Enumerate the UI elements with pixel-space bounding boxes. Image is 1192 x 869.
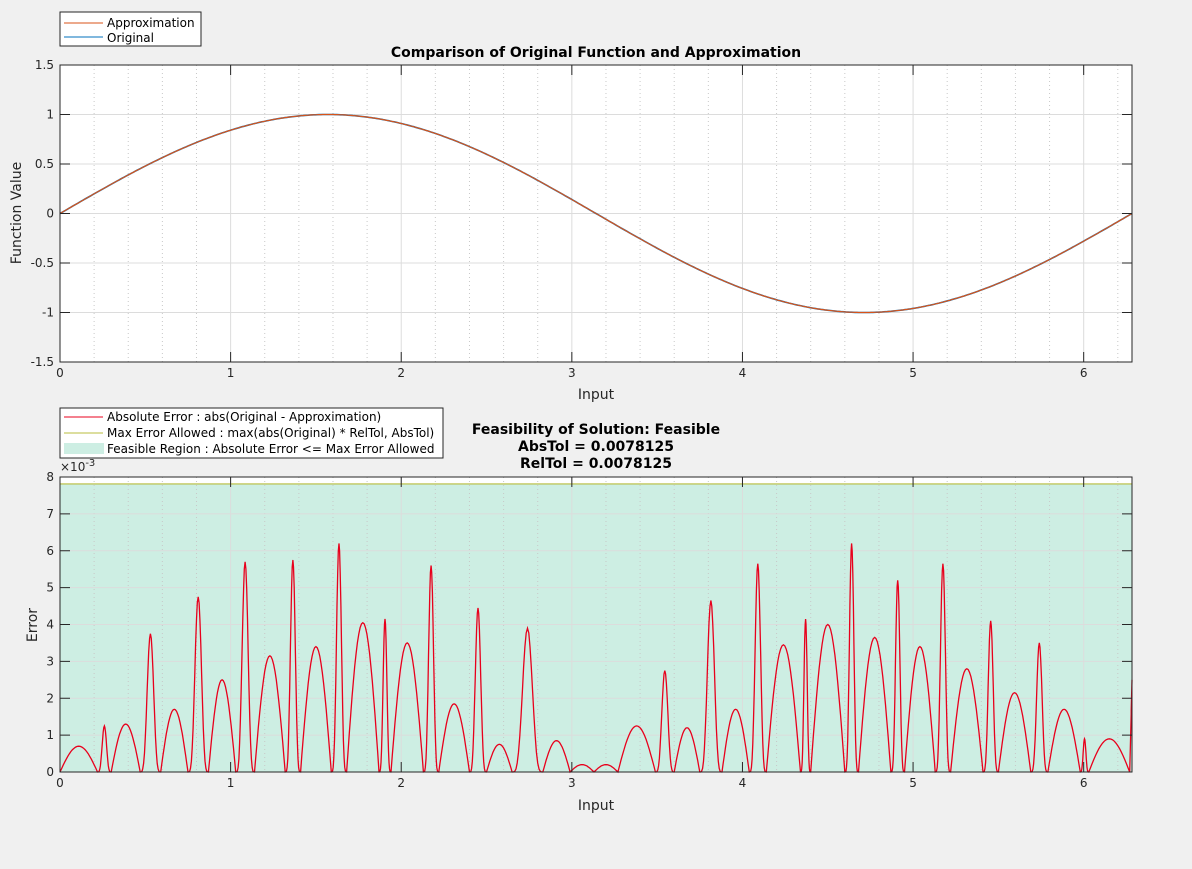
bottom-legend-box	[59, 407, 444, 459]
y-tick-label: 4	[46, 618, 54, 632]
top-x-axis-label: Input	[578, 387, 615, 403]
x-tick-label: 5	[909, 366, 917, 380]
bottom-chart-title-line-2: AbsTol = 0.0078125	[518, 439, 674, 455]
legend-label-max-error: Max Error Allowed : max(abs(Original) * …	[107, 426, 434, 440]
y-tick-label: -0.5	[31, 256, 54, 270]
x-tick-label: 4	[739, 366, 747, 380]
bottom-chart-title-line-1: Feasibility of Solution: Feasible	[472, 422, 720, 438]
y-tick-label: 0.5	[35, 157, 54, 171]
legend-label-absolute-error: Absolute Error : abs(Original - Approxim…	[107, 410, 381, 424]
y-tick-label: -1.5	[31, 355, 54, 369]
y-tick-label: 0	[46, 765, 54, 779]
y-tick-label: 3	[46, 654, 54, 668]
series-line-approximation	[59, 113, 1133, 314]
x-tick-label: 3	[568, 366, 576, 380]
y-tick-label: 5	[46, 581, 54, 595]
y-tick-label: -1	[42, 306, 54, 320]
y-tick-label: 8	[46, 470, 54, 484]
bottom-axes: 0 1 2 3 4 5 6 0 1 2 3 4 5 6 7 8 ×10-3 Feasibility of So…	[25, 407, 1133, 814]
absolute-error-line	[59, 543, 1133, 774]
legend-swatch-feasible-region	[64, 443, 104, 454]
y-exponent-label: ×10-3	[60, 458, 95, 474]
y-tick-label: 1	[46, 108, 54, 122]
bottom-y-axis-label: Error	[25, 608, 41, 642]
x-tick-label: 6	[1080, 776, 1088, 790]
y-tick-label: 1.5	[35, 58, 54, 72]
x-tick-label: 2	[397, 366, 405, 380]
x-tick-label: 6	[1080, 366, 1088, 380]
legend-label-feasible-region: Feasible Region : Absolute Error <= Max …	[107, 442, 434, 456]
top-axes: 0 1 2 3 4 5 6 -1.5 -1 -0.5 0 0.5 1 1.5 Comparison of …	[9, 11, 1133, 403]
x-tick-label: 1	[227, 366, 235, 380]
x-tick-label: 0	[56, 776, 64, 790]
y-tick-label: 6	[46, 544, 54, 558]
legend-label-approximation: Approximation	[107, 16, 195, 30]
y-tick-label: 7	[46, 507, 54, 521]
exponent-power: -3	[85, 458, 95, 469]
feasible-region	[60, 483, 1132, 772]
bottom-legend[interactable]: Absolute Error : abs(Original - Approxim…	[59, 407, 444, 459]
y-tick-label: 0	[46, 207, 54, 221]
top-chart-title: Comparison of Original Function and Appr…	[391, 45, 801, 61]
top-legend-box	[59, 11, 202, 47]
x-tick-label: 5	[909, 776, 917, 790]
x-tick-label: 1	[227, 776, 235, 790]
exponent-base: ×10	[60, 460, 85, 474]
y-tick-label: 2	[46, 691, 54, 705]
x-tick-label: 0	[56, 366, 64, 380]
x-tick-label: 2	[397, 776, 405, 790]
y-tick-label: 1	[46, 728, 54, 742]
top-y-axis-label: Function Value	[9, 162, 25, 264]
x-tick-label: 4	[739, 776, 747, 790]
top-legend[interactable]: Approximation Original	[59, 11, 202, 47]
bottom-chart-title-line-3: RelTol = 0.0078125	[520, 456, 672, 472]
x-tick-label: 3	[568, 776, 576, 790]
legend-label-original: Original	[107, 31, 154, 45]
bottom-x-axis-label: Input	[578, 798, 615, 814]
